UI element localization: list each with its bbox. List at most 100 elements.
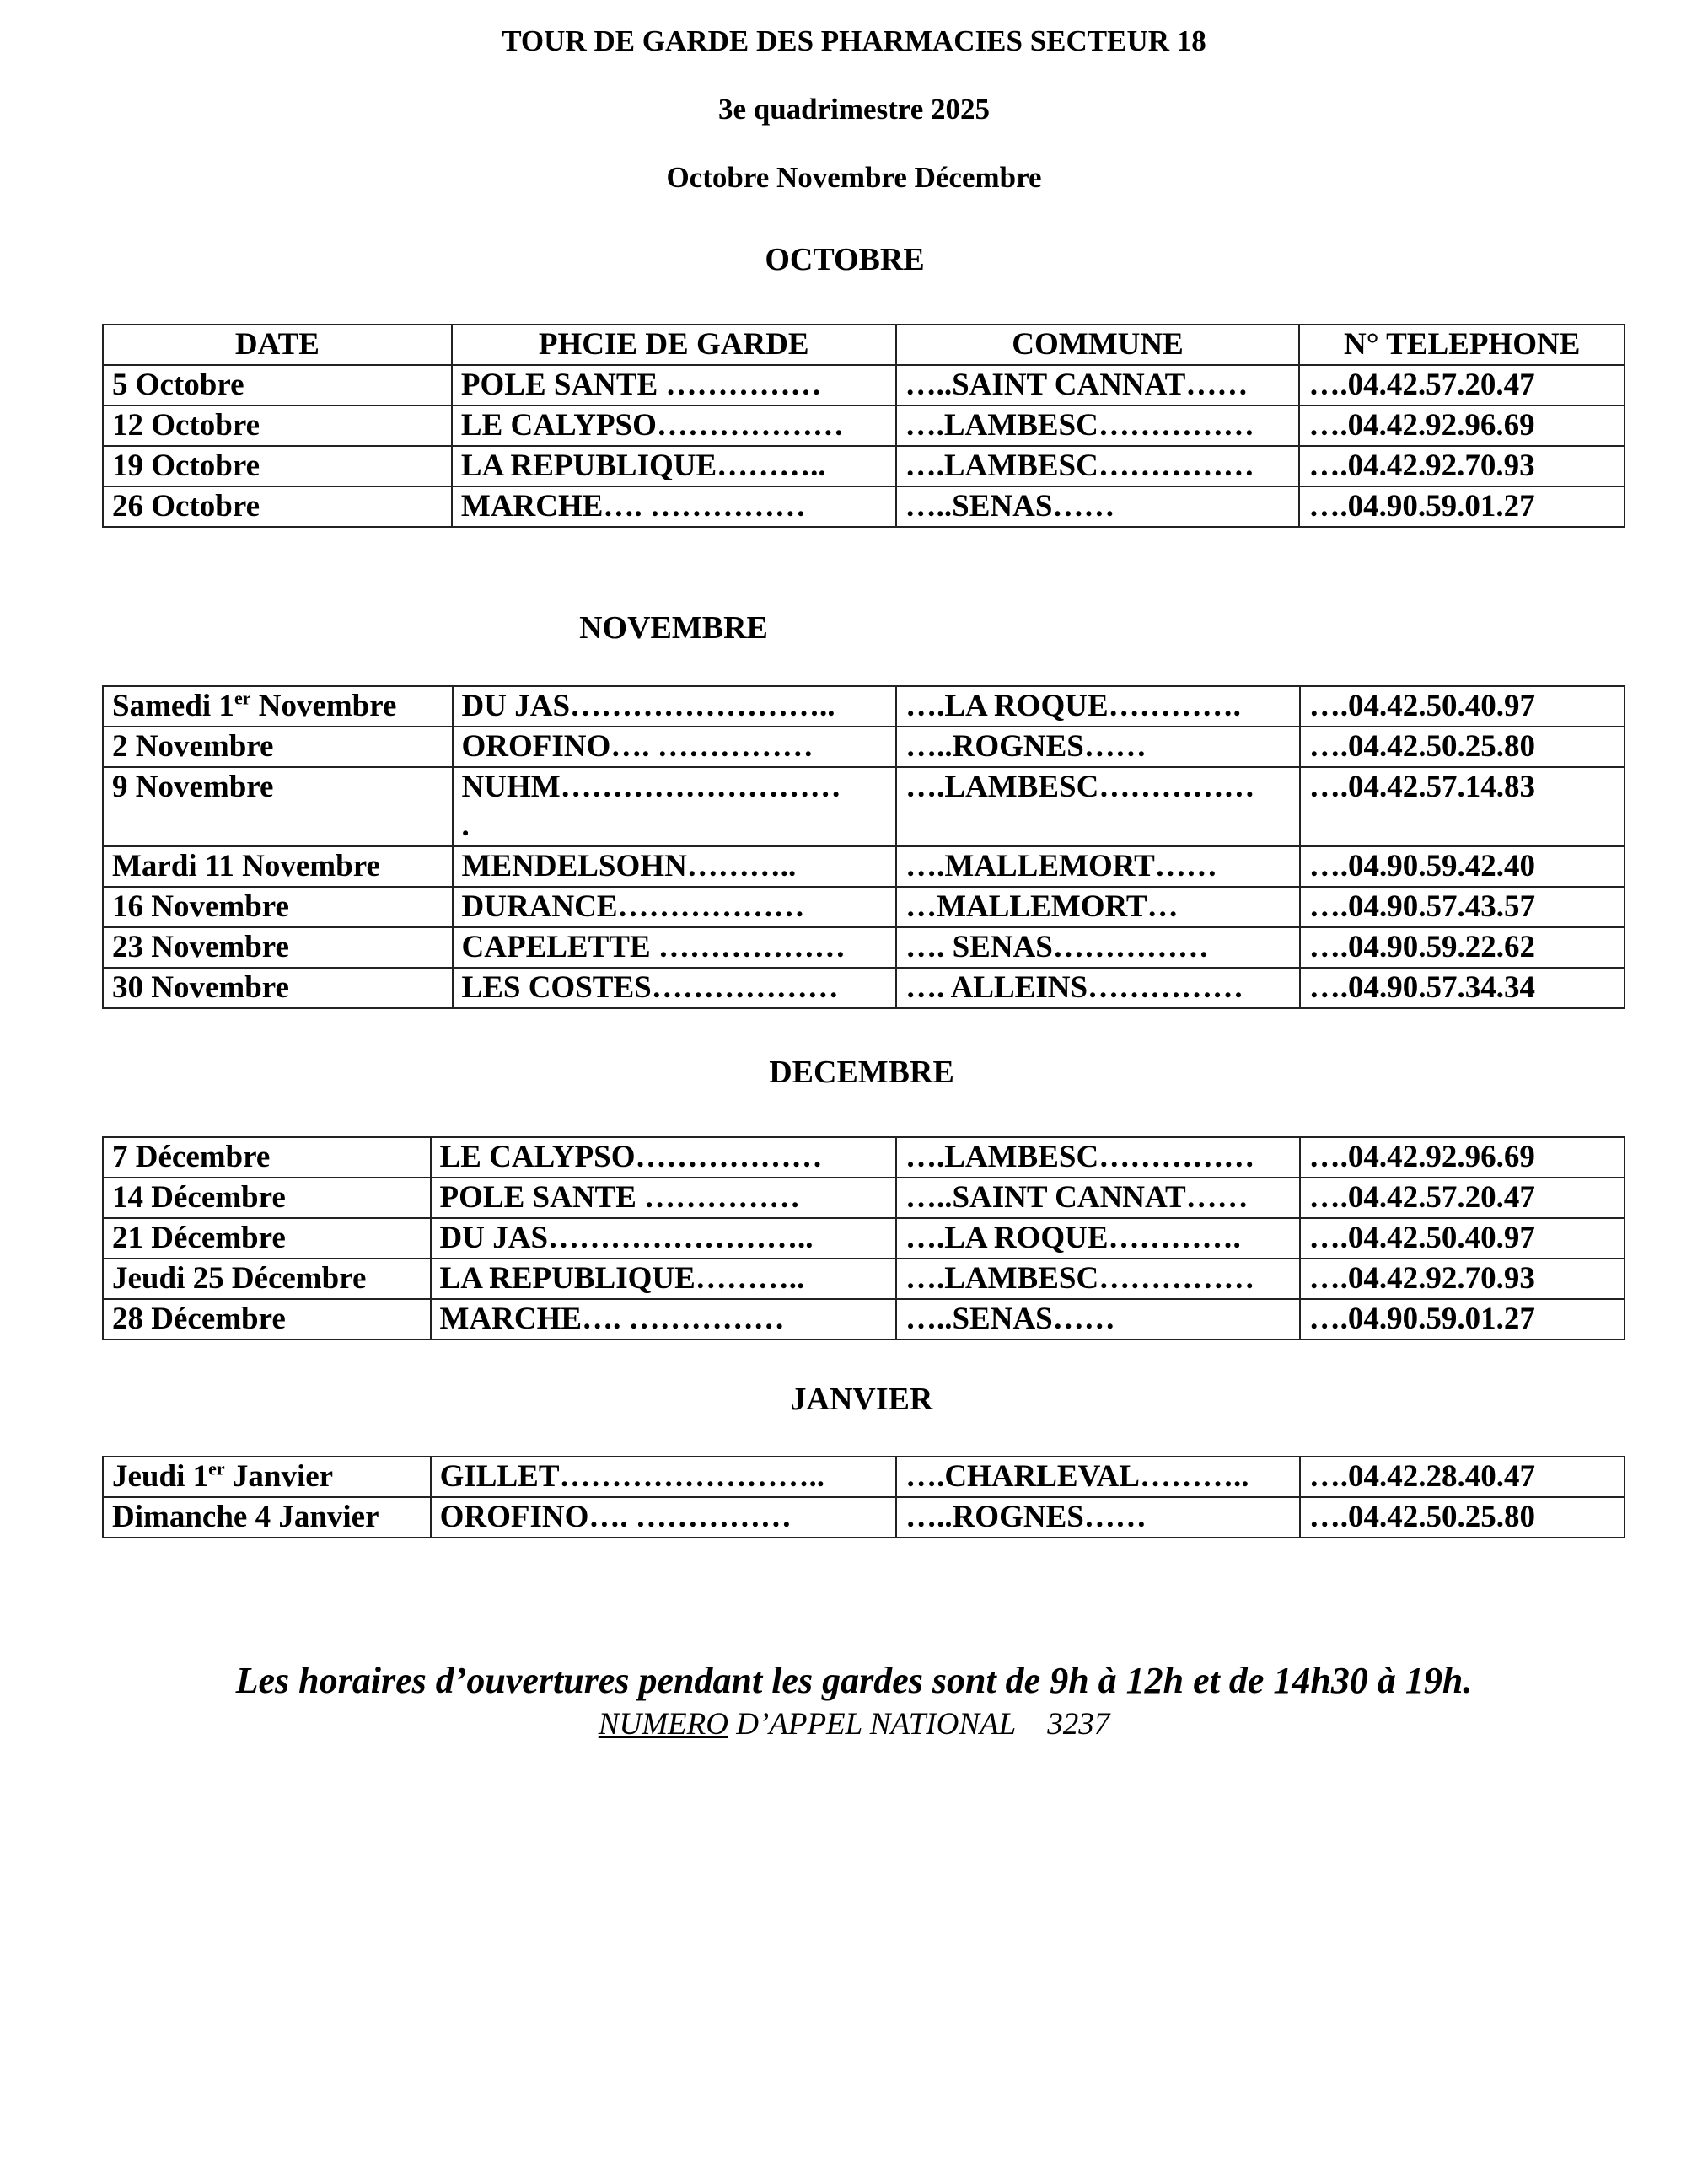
date-cell: 23 Novembre — [102, 926, 454, 969]
pharmacy-cell: LA REPUBLIQUE……….. — [450, 445, 897, 487]
commune-cell: ….LA ROQUE…………. — [894, 1217, 1301, 1259]
table-row: 9 Novembre NUHM………………………. ….LAMBESC……………….… — [102, 766, 1626, 847]
pharmacy-cell: LA REPUBLIQUE……….. — [429, 1258, 897, 1300]
date-cell: Mardi 11 Novembre — [102, 845, 454, 888]
table-row: Samedi 1er Novembre DU JAS…………………….. ….LA … — [102, 685, 1626, 727]
table-row: Jeudi 25 Décembre LA REPUBLIQUE……….. ….LAM… — [102, 1258, 1626, 1300]
phone-cell: ….04.42.92.96.69 — [1298, 1136, 1626, 1178]
date-cell: 2 Novembre — [102, 726, 454, 768]
pharmacy-cell: GILLET…………………….. — [429, 1456, 898, 1498]
pharmacy-cell: DU JAS…………………….. — [451, 685, 898, 727]
table-row: 26 Octobre MARCHE…. …………… …..SENAS…… ….04.9… — [102, 486, 1625, 528]
phone-cell: ….04.42.50.25.80 — [1298, 726, 1626, 768]
date-cell: Jeudi 1er Janvier — [102, 1456, 432, 1498]
commune-cell: …..SAINT CANNAT…… — [894, 364, 1301, 406]
commune-cell: …..SENAS…… — [894, 486, 1301, 528]
national-number-value: 3237 — [1047, 1707, 1110, 1742]
pharmacy-cell: POLE SANTE …………… — [450, 364, 897, 406]
schedule-table: Jeudi 1er Janvier GILLET…………………….. ….CHARL… — [102, 1456, 1626, 1538]
date-cell: 30 Novembre — [102, 967, 454, 1009]
commune-cell: …..ROGNES…… — [895, 1496, 1301, 1538]
pharmacy-cell: NUHM………………………. — [451, 766, 898, 847]
phone-cell: ….04.42.57.20.47 — [1298, 1177, 1626, 1219]
national-number-label: NUMERO — [598, 1707, 728, 1742]
date-cell: 5 Octobre — [102, 364, 453, 406]
month-heading: DECEMBRE — [769, 1055, 954, 1090]
phone-cell: ….04.42.92.70.93 — [1298, 1258, 1626, 1300]
schedule-table: Samedi 1er Novembre DU JAS…………………….. ….LA … — [102, 685, 1626, 1009]
pharmacy-cell: LE CALYPSO……………… — [429, 1136, 897, 1178]
document-subtitle: 3e quadrimestre 2025 — [717, 93, 991, 126]
table-row: 23 Novembre CAPELETTE …………………. SENAS……………… — [102, 926, 1626, 969]
table-row: 5 Octobre POLE SANTE …………… …..SAINT CANNAT… — [102, 364, 1625, 406]
column-header: PHCIE DE GARDE — [450, 324, 897, 366]
commune-cell: …..ROGNES…… — [895, 726, 1301, 768]
table-row: 28 Décembre MARCHE…. …………… …..SENAS…… ….04.… — [102, 1298, 1626, 1340]
commune-cell: ….LAMBESC…………… — [894, 405, 1301, 447]
date-cell: 26 Octobre — [102, 486, 453, 528]
national-number-text: D’APPEL NATIONAL — [728, 1707, 1017, 1742]
month-heading: JANVIER — [790, 1382, 933, 1417]
phone-cell: ….04.90.59.01.27 — [1298, 1298, 1626, 1340]
schedule-table: 7 Décembre LE CALYPSO……………… ….LAMBESC……………… — [102, 1136, 1626, 1340]
phone-cell: ….04.42.92.96.69 — [1298, 405, 1625, 447]
months-line: Octobre Novembre Décembre — [666, 161, 1042, 194]
table-row: 2 Novembre OROFINO…. …………… …..ROGNES…… ….04… — [102, 726, 1626, 768]
commune-cell: …. SENAS…………… — [895, 926, 1301, 969]
table-header-row: DATE PHCIE DE GARDE COMMUNE N° TELEPHONE — [102, 324, 1625, 366]
table-row: 30 Novembre LES COSTES…………………. ALLEINS………… — [102, 967, 1626, 1009]
document-title: TOUR DE GARDE DES PHARMACIES SECTEUR 18 — [502, 24, 1206, 57]
table-row: Jeudi 1er Janvier GILLET…………………….. ….CHARL… — [102, 1456, 1626, 1498]
national-number-line: NUMERO D’APPEL NATIONAL 3237 — [0, 1706, 1708, 1743]
phone-cell: ….04.90.59.42.40 — [1298, 845, 1626, 888]
schedule-table: DATE PHCIE DE GARDE COMMUNE N° TELEPHONE 5 O… — [102, 324, 1625, 528]
opening-hours-note: Les horaires d’ouvertures pendant les ga… — [235, 1660, 1473, 1701]
date-cell: 28 Décembre — [102, 1298, 432, 1340]
commune-cell: …MALLEMORT… — [895, 886, 1301, 928]
pharmacy-cell: LE CALYPSO……………… — [450, 405, 897, 447]
date-cell: Samedi 1er Novembre — [102, 685, 454, 727]
phone-cell: ….04.42.28.40.47 — [1298, 1456, 1626, 1498]
commune-cell: …. ALLEINS…………… — [895, 967, 1301, 1009]
date-cell: 14 Décembre — [102, 1177, 432, 1219]
phone-cell: ….04.90.57.34.34 — [1298, 967, 1626, 1009]
commune-cell: ….LAMBESC…………… — [895, 766, 1301, 847]
table-row: 19 Octobre LA REPUBLIQUE……….. ….LAMBESC………… — [102, 445, 1625, 487]
month-heading: NOVEMBRE — [579, 610, 768, 646]
phone-cell: ….04.90.57.43.57 — [1298, 886, 1626, 928]
commune-cell: ….CHARLEVAL……….. — [895, 1456, 1301, 1498]
phone-cell: ….04.42.50.40.97 — [1298, 1217, 1626, 1259]
pharmacy-cell: OROFINO…. …………… — [429, 1496, 898, 1538]
date-cell: 21 Décembre — [102, 1217, 432, 1259]
commune-cell: ….LAMBESC…………… — [894, 1258, 1301, 1300]
commune-cell: ….LAMBESC…………… — [894, 1136, 1301, 1178]
pharmacy-cell: MENDELSOHN……….. — [451, 845, 898, 888]
phone-cell: ….04.42.50.40.97 — [1298, 685, 1626, 727]
pharmacy-cell: OROFINO…. …………… — [451, 726, 898, 768]
date-cell: Jeudi 25 Décembre — [102, 1258, 432, 1300]
phone-cell: ….04.42.50.25.80 — [1298, 1496, 1626, 1538]
commune-cell: ….LAMBESC…………… — [894, 445, 1301, 487]
table-row: 12 Octobre LE CALYPSO……………… ….LAMBESC……………… — [102, 405, 1625, 447]
pharmacy-cell: MARCHE…. …………… — [450, 486, 897, 528]
table-row: 21 Décembre DU JAS…………………….. ….LA ROQUE………… — [102, 1217, 1626, 1259]
month-heading: OCTOBRE — [765, 242, 925, 277]
pharmacy-cell: DU JAS…………………….. — [429, 1217, 897, 1259]
pharmacy-cell: MARCHE…. …………… — [429, 1298, 897, 1340]
date-cell: 7 Décembre — [102, 1136, 432, 1178]
phone-cell: ….04.42.92.70.93 — [1298, 445, 1625, 487]
table-row: 16 Novembre DURANCE……………… …MALLEMORT… ….04.… — [102, 886, 1626, 928]
commune-cell: …..SAINT CANNAT…… — [894, 1177, 1301, 1219]
pharmacy-cell: CAPELETTE ……………… — [451, 926, 898, 969]
phone-cell: ….04.90.59.22.62 — [1298, 926, 1626, 969]
commune-cell: ….LA ROQUE…………. — [895, 685, 1301, 727]
table-row: Dimanche 4 Janvier OROFINO…. …………… …..ROGN… — [102, 1496, 1626, 1538]
date-cell: 19 Octobre — [102, 445, 453, 487]
pharmacy-cell: POLE SANTE …………… — [429, 1177, 897, 1219]
pharmacy-cell: DURANCE……………… — [451, 886, 898, 928]
column-header: DATE — [102, 324, 453, 366]
date-cell: 9 Novembre — [102, 766, 454, 847]
table-row: 14 Décembre POLE SANTE …………… …..SAINT CANN… — [102, 1177, 1626, 1219]
date-cell: Dimanche 4 Janvier — [102, 1496, 432, 1538]
phone-cell: ….04.90.59.01.27 — [1298, 486, 1625, 528]
